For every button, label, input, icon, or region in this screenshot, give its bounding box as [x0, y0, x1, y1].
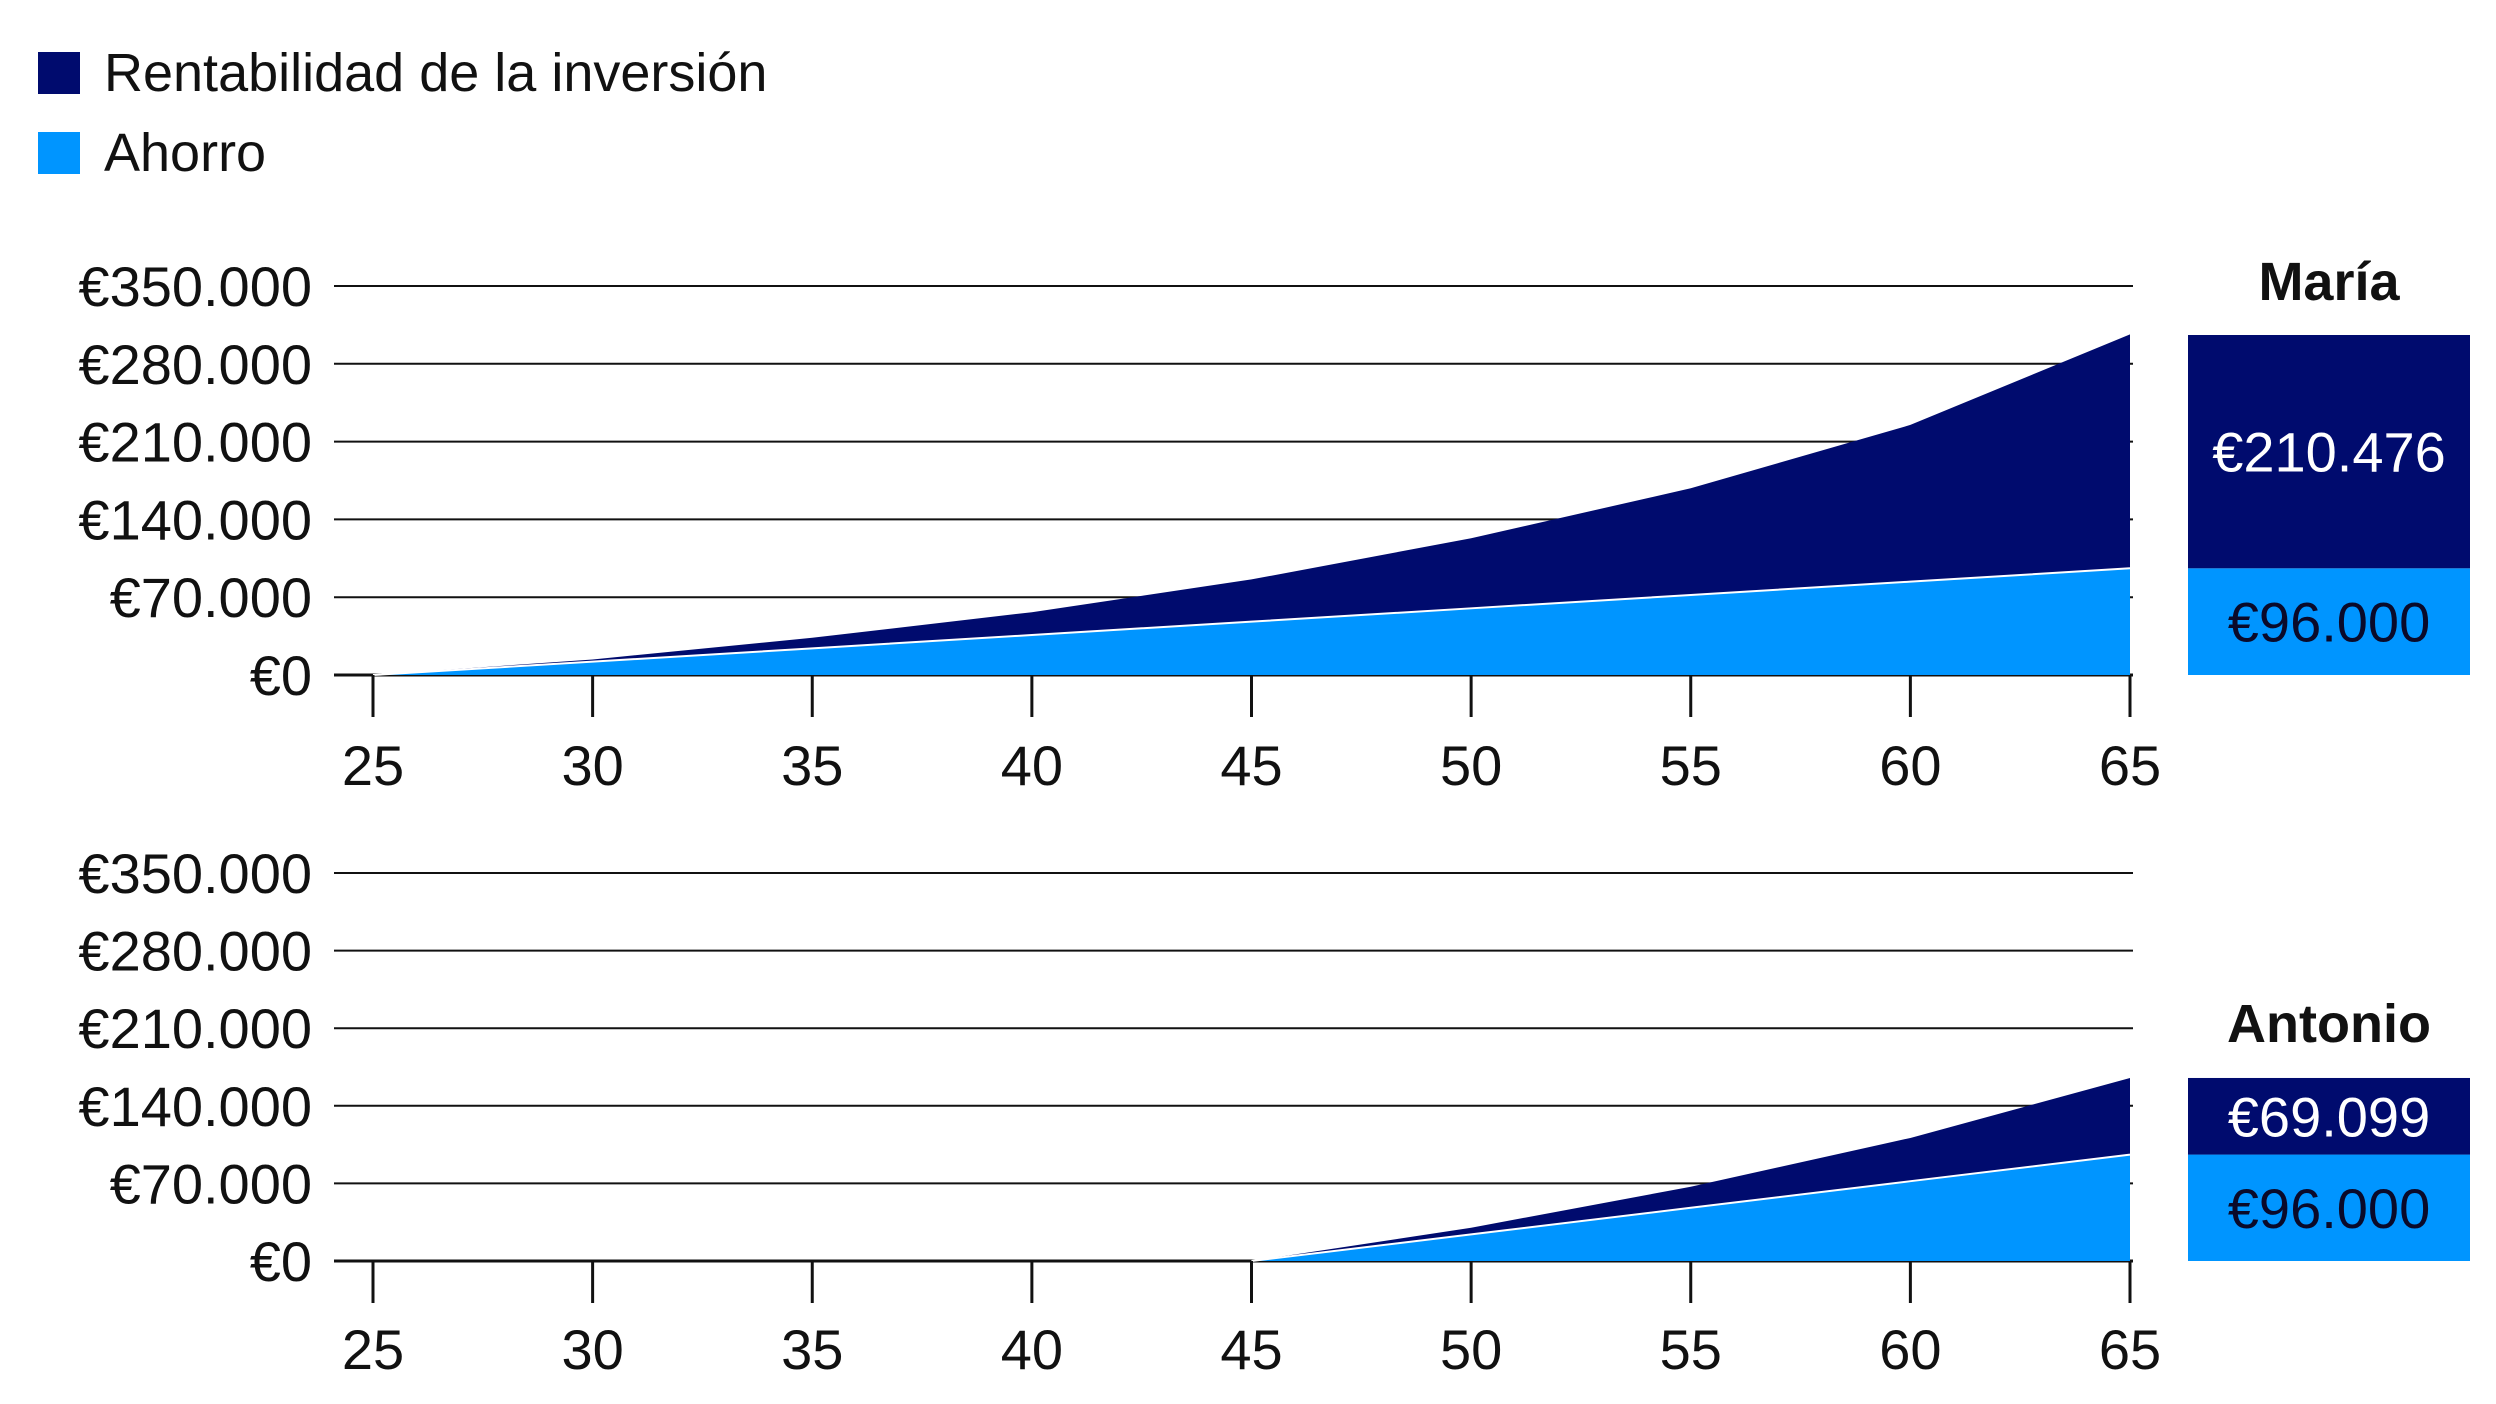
total-ahorro-label: €96.000	[2228, 591, 2430, 654]
series-separator-line	[1251, 1153, 2131, 1262]
x-tick-label: 40	[1001, 734, 1063, 797]
y-tick-label: €140.000	[78, 1075, 312, 1138]
total-ahorro-label: €96.000	[2228, 1177, 2430, 1240]
chart-panel-name: Antonio	[2227, 994, 2431, 1054]
x-tick-label: 45	[1220, 1318, 1282, 1381]
total-rentabilidad-label: €69.099	[2228, 1085, 2430, 1148]
series-separator-line	[372, 567, 2131, 676]
x-tick-label: 60	[1879, 734, 1941, 797]
x-tick-label: 50	[1440, 1318, 1502, 1381]
x-tick-label: 35	[781, 734, 843, 797]
legend-item-savings: Ahorro	[38, 126, 266, 180]
total-rentabilidad-box	[2188, 1077, 2470, 1155]
x-tick-label: 25	[342, 734, 404, 797]
x-tick-label: 60	[1879, 1318, 1941, 1381]
y-tick-label: €350.000	[78, 255, 312, 318]
total-rentabilidad-box	[2188, 335, 2470, 569]
y-tick-label: €280.000	[78, 333, 312, 396]
x-tick-label: 65	[2099, 1318, 2161, 1381]
y-tick-label: €210.000	[78, 411, 312, 474]
x-tick-label: 55	[1660, 734, 1722, 797]
y-tick-label: €0	[250, 1230, 312, 1293]
legend-label-return: Rentabilidad de la inversión	[104, 43, 768, 103]
total-ahorro-box	[2188, 1154, 2470, 1261]
x-tick-label: 65	[2099, 734, 2161, 797]
legend-swatch-return	[38, 52, 80, 94]
y-tick-label: €210.000	[78, 997, 312, 1060]
chart-panel-1: €0 €70.000 €140.000 €210.000 €280.000 €350.00…	[78, 842, 2470, 1381]
x-tick-label: 25	[342, 1318, 404, 1381]
legend-swatch-savings	[38, 132, 80, 174]
y-tick-label: €140.000	[78, 488, 312, 551]
x-tick-label: 30	[561, 1318, 623, 1381]
chart-panel-name: María	[2258, 252, 2400, 312]
y-tick-label: €280.000	[78, 920, 312, 983]
total-ahorro-box	[2188, 568, 2470, 675]
area-rentabilidad	[1251, 1077, 2130, 1261]
legend-item-return: Rentabilidad de la inversión	[38, 46, 767, 100]
x-tick-label: 40	[1001, 1318, 1063, 1381]
x-tick-label: 30	[561, 734, 623, 797]
x-tick-label: 45	[1220, 734, 1282, 797]
y-tick-label: €0	[250, 644, 312, 707]
y-tick-label: €350.000	[78, 842, 312, 905]
total-rentabilidad-label: €210.476	[2212, 421, 2446, 484]
y-tick-label: €70.000	[110, 566, 312, 629]
x-tick-label: 55	[1660, 1318, 1722, 1381]
area-rentabilidad	[373, 334, 2130, 675]
x-tick-label: 35	[781, 1318, 843, 1381]
x-tick-label: 50	[1440, 734, 1502, 797]
legend-label-savings: Ahorro	[104, 123, 267, 183]
y-tick-label: €70.000	[110, 1152, 312, 1215]
chart-panel-0: €0 €70.000 €140.000 €210.000 €280.000 €350.00…	[78, 252, 2470, 797]
